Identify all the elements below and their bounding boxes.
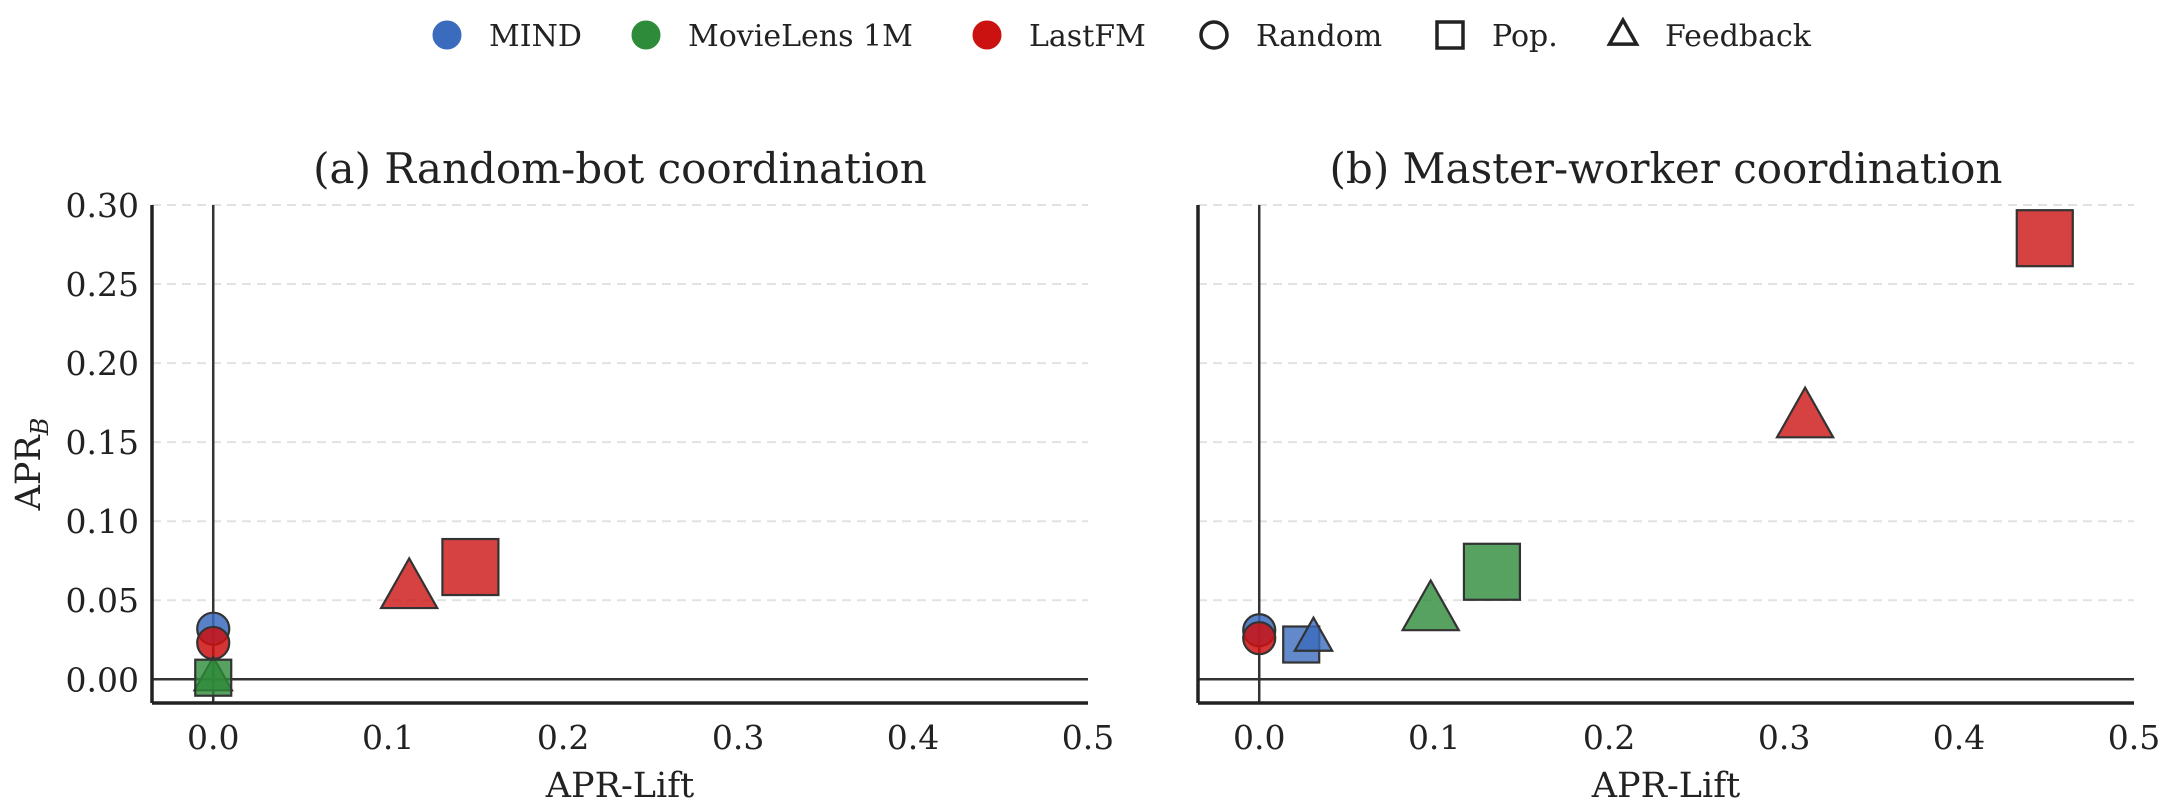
x-tick-label: 0.5: [2108, 718, 2160, 757]
x-tick-label: 0.5: [1062, 718, 1114, 757]
y-tick-label: 0.05: [66, 581, 139, 620]
point-movielens-1m-pop: [194, 658, 233, 697]
y-axis-label-main: APR: [9, 434, 49, 512]
point-lastfm-random: [196, 625, 231, 661]
chart-panel-a: 0.0 0.1 0.2 0.3 0.4 0.5 0.00 0.05 0.10 0.15 0.20 0.…: [9, 144, 1114, 806]
legend-label-feedback: Feedback: [1665, 19, 1812, 54]
x-tick-label: 0.4: [887, 718, 939, 757]
point-lastfm-pop: [2015, 209, 2074, 268]
x-tick-label: 0.0: [1233, 718, 1285, 757]
legend-marker-pop-icon: [1435, 20, 1465, 50]
y-tick-label: 0.25: [66, 265, 139, 304]
legend-marker-mind: [432, 20, 462, 50]
chart-title: (b) Master-worker coordination: [1330, 144, 2003, 193]
y-tick-label: 0.10: [66, 502, 139, 541]
x-tick-label: 0.2: [537, 718, 589, 757]
x-tick-label: 0.3: [712, 718, 764, 757]
x-tick-label: 0.2: [1583, 718, 1635, 757]
y-tick-label: 0.20: [66, 344, 139, 383]
legend: MIND MovieLens 1M LastFM Random Pop. Feedback: [432, 16, 1812, 54]
x-tick-label: 0.1: [362, 718, 414, 757]
point-lastfm-random: [1242, 621, 1277, 656]
point-movielens-1m-pop: [1462, 542, 1522, 601]
y-tick-label: 0.30: [66, 186, 139, 225]
point-movielens-1m-feedback: [1400, 578, 1461, 632]
x-tick-label: 0.0: [187, 718, 239, 757]
legend-marker-lastfm: [972, 20, 1002, 50]
x-tick-label: 0.1: [1408, 718, 1460, 757]
legend-label-lastfm: LastFM: [1029, 19, 1146, 54]
x-axis-label: APR-Lift: [1591, 766, 1740, 806]
y-tick-label: 0.00: [66, 660, 139, 699]
x-tick-label: 0.4: [1933, 718, 1985, 757]
point-lastfm-feedback: [1775, 385, 1836, 439]
legend-marker-feedback-icon: [1606, 16, 1640, 46]
x-tick-label: 0.3: [1758, 718, 1810, 757]
y-tick-label: 0.15: [66, 423, 139, 462]
chart-title: (a) Random-bot coordination: [313, 144, 927, 193]
chart-panel-b: 0.0 0.1 0.2 0.3 0.4 0.5 (b) Master-worker coor…: [1196, 144, 2160, 806]
point-mind-feedback: [1292, 615, 1335, 652]
y-axis-label-subscript: B: [26, 418, 54, 437]
x-axis-label: APR-Lift: [545, 766, 694, 806]
legend-label-random: Random: [1256, 19, 1382, 54]
y-axis-label: APRB: [9, 418, 54, 512]
legend-label-mind: MIND: [489, 19, 582, 54]
legend-marker-random-icon: [1199, 20, 1229, 50]
point-lastfm-feedback: [379, 556, 440, 610]
legend-label-movielens-1m: MovieLens 1M: [688, 19, 913, 54]
legend-marker-movielens-1m: [631, 20, 661, 50]
point-lastfm-pop: [441, 537, 500, 597]
legend-label-pop: Pop.: [1492, 19, 1558, 54]
